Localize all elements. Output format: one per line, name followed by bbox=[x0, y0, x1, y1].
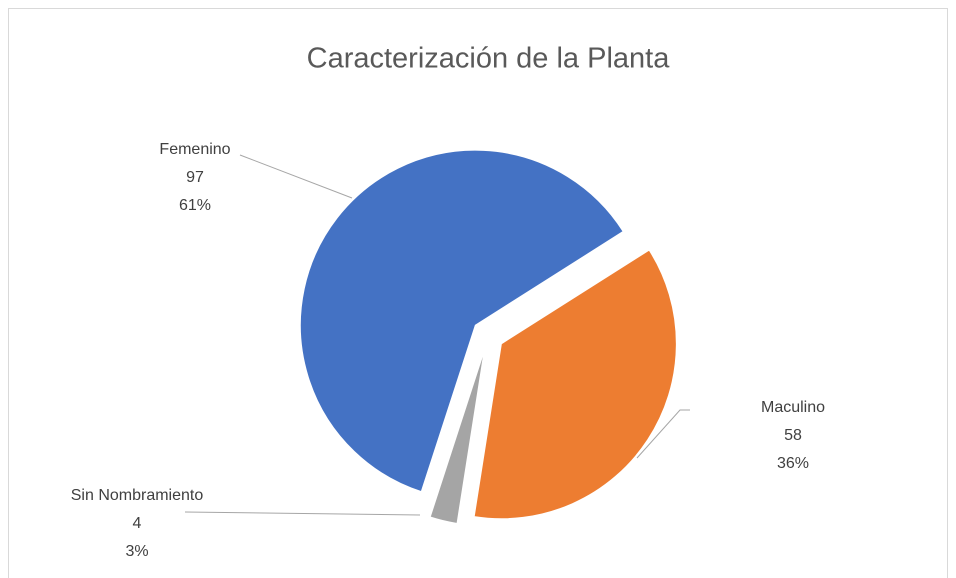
data-label-value: 97 bbox=[186, 169, 204, 186]
data-label-percent: 36% bbox=[777, 455, 809, 472]
pie-slice bbox=[429, 350, 485, 525]
leader-line bbox=[636, 409, 690, 459]
pie-slice bbox=[299, 149, 624, 493]
chart-title: Caracterización de la Planta bbox=[307, 43, 671, 75]
leader-line bbox=[239, 154, 353, 199]
data-label-name: Sin Nombramiento bbox=[71, 487, 204, 504]
leader-line bbox=[184, 511, 421, 516]
data-label-percent: 3% bbox=[125, 543, 148, 560]
pie-slice bbox=[473, 249, 677, 520]
data-label-percent: 61% bbox=[179, 197, 211, 214]
data-label-name: Femenino bbox=[159, 141, 230, 158]
data-label-name: Maculino bbox=[761, 399, 825, 416]
data-label-value: 58 bbox=[784, 427, 802, 444]
data-label-value: 4 bbox=[133, 515, 142, 532]
